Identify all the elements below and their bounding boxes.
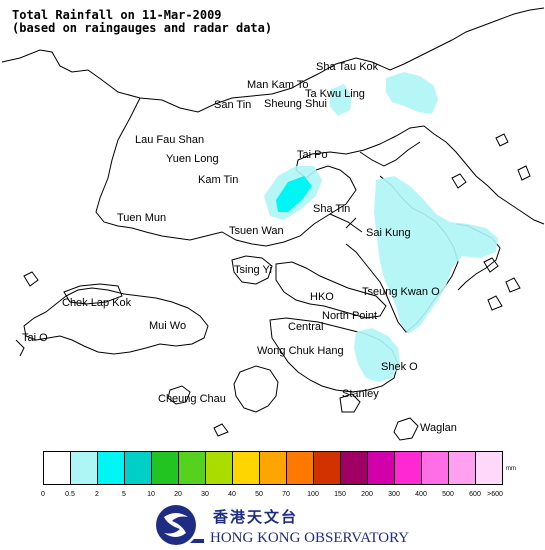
- legend-swatch: [43, 451, 71, 485]
- place-label: Shek O: [381, 361, 418, 373]
- legend-swatch: [367, 451, 395, 485]
- small-islands: [23, 133, 531, 437]
- legend-tick-label: 0: [41, 491, 45, 498]
- rain-area-sha-tau-kok: [386, 72, 438, 114]
- legend-tick-label: 10: [147, 491, 155, 498]
- place-label: Tuen Mun: [117, 212, 167, 224]
- legend-tick-label: 100: [307, 491, 319, 498]
- legend-tick-label: 400: [415, 491, 427, 498]
- place-label: Yuen Long: [166, 153, 219, 165]
- place-label: Waglan: [420, 422, 457, 434]
- legend-tick-label: 300: [388, 491, 400, 498]
- rain-area-tai-po-west-inner: [276, 176, 312, 212]
- place-label: Tsuen Wan: [229, 225, 284, 237]
- place-label: Sha Tau Kok: [316, 61, 379, 73]
- legend-swatch: [232, 451, 260, 485]
- coastline: [1, 7, 545, 441]
- legend-swatch: [475, 451, 503, 485]
- rain-area-sai-kung: [374, 176, 498, 334]
- place-label: HKO: [310, 291, 334, 303]
- legend-tick-label: 500: [442, 491, 454, 498]
- place-label: Kam Tin: [198, 174, 239, 186]
- place-label: Sai Kung: [366, 227, 411, 239]
- legend-swatch: [394, 451, 422, 485]
- place-label: Sheung Shui: [264, 98, 327, 110]
- legend-swatch: [286, 451, 314, 485]
- legend-swatch: [124, 451, 152, 485]
- map-subtitle: (based on raingauges and radar data): [12, 21, 273, 35]
- hko-chinese-name: 香港天文台: [213, 508, 299, 526]
- place-label: Central: [288, 321, 324, 333]
- place-label: Tsing Yi: [234, 264, 272, 276]
- rain-area-ta-kwu-ling: [330, 84, 352, 116]
- rain-area-hk-island-east: [354, 328, 400, 382]
- legend-tick-label: 0.5: [65, 491, 75, 498]
- place-label: Ta Kwu Ling: [305, 88, 365, 100]
- place-label: Mui Wo: [149, 320, 187, 332]
- place-label: Cheung Chau: [158, 393, 226, 405]
- legend-swatch: [97, 451, 125, 485]
- place-label: Stanley: [342, 388, 379, 400]
- hko-logo-icon: [156, 505, 204, 545]
- place-label: Lau Fau Shan: [135, 134, 205, 146]
- legend-tick-label: 70: [282, 491, 290, 498]
- legend-tick-label: 50: [255, 491, 263, 498]
- legend-swatch: [421, 451, 449, 485]
- legend-swatch: [448, 451, 476, 485]
- district-lines: [329, 213, 363, 233]
- legend-swatch: [70, 451, 98, 485]
- legend-tick-label: 40: [228, 491, 236, 498]
- legend-tick-label: 20: [174, 491, 182, 498]
- place-label: Tai Po: [297, 149, 328, 161]
- legend-swatch: [151, 451, 179, 485]
- legend-tick-label: 5: [122, 491, 126, 498]
- place-label: Wong Chuk Hang: [257, 345, 344, 357]
- place-label: Tai O: [22, 332, 48, 344]
- legend-tick-label: 150: [334, 491, 346, 498]
- legend-tick-label: 2: [95, 491, 99, 498]
- legend-swatch: [313, 451, 341, 485]
- legend-swatch: [205, 451, 233, 485]
- legend-swatch: [178, 451, 206, 485]
- legend-swatch: [340, 451, 368, 485]
- legend-swatch: [259, 451, 287, 485]
- place-label: Chek Lap Kok: [62, 297, 132, 309]
- legend-tick-label: 600: [469, 491, 481, 498]
- place-label: Tseung Kwan O: [362, 286, 440, 298]
- place-label: North Point: [322, 310, 378, 322]
- map-title: Total Rainfall on 11-Mar-2009: [12, 8, 222, 22]
- legend-tick-label: 200: [361, 491, 373, 498]
- legend-unit: mm: [506, 466, 516, 472]
- place-label: San Tin: [214, 99, 252, 111]
- rain-overlay: [264, 72, 498, 382]
- legend-tick-label: 30: [201, 491, 209, 498]
- hko-english-name: HONG KONG OBSERVATORY: [210, 530, 410, 546]
- place-label: Man Kam To: [247, 79, 309, 91]
- legend-tick-label: >600: [487, 491, 503, 498]
- place-label: Sha Tin: [313, 203, 351, 215]
